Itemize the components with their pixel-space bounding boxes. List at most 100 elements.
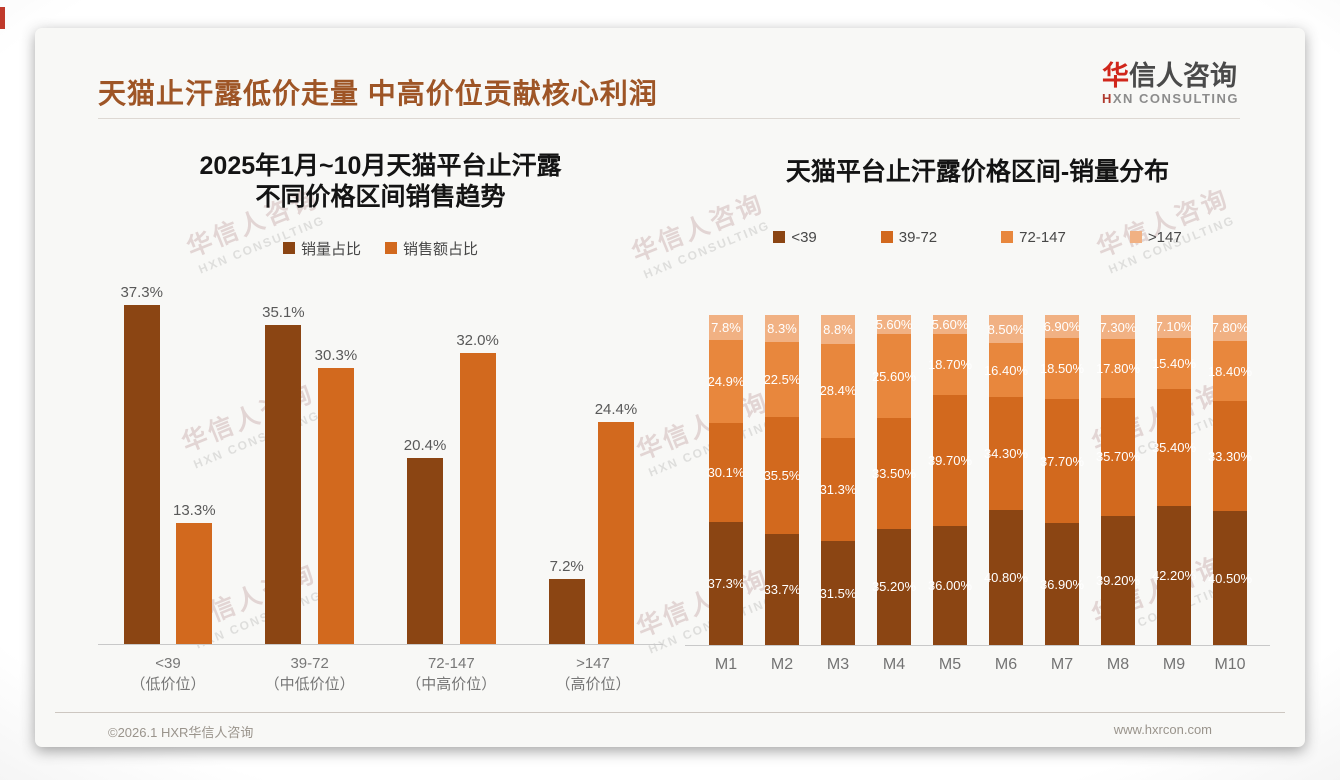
chart-right-title: 天猫平台止汗露价格区间-销量分布 bbox=[785, 158, 1170, 186]
stacked-segment: 28.4% bbox=[820, 344, 856, 438]
stacked-segment-label: 35.70% bbox=[1095, 449, 1141, 465]
bar-volume: 20.4% bbox=[404, 437, 446, 644]
chart-price-band-trend: 2025年1月~10月天猫平台止汗露 不同价格区间销售趋势 销量占比 销售额占比 … bbox=[98, 145, 663, 695]
stacked-segment: 5.60% bbox=[876, 315, 912, 334]
legend-swatch bbox=[1129, 231, 1142, 243]
legend-label: <39 bbox=[791, 228, 817, 246]
chart-right-x-axis: M1 M2 M3 M4 M5 M6 M7 M8 M9 M10 bbox=[685, 656, 1270, 674]
legend-label: 72-147 bbox=[1019, 228, 1066, 246]
x-axis-label: M10 bbox=[1214, 656, 1246, 673]
stacked-segment: 25.60% bbox=[872, 333, 916, 419]
stacked-segment-label: 30.1% bbox=[707, 464, 745, 480]
stacked-segment-label: 36.00% bbox=[927, 578, 973, 594]
bar-rect bbox=[459, 352, 496, 644]
stacked-segment-label: 18.50% bbox=[1039, 360, 1085, 376]
chart-left-plot: 37.3% 13.3% 35.1% 30.3% 20.4% 32.0% 7.2% 24.4% bbox=[98, 284, 663, 645]
chart-left-title-line2: 不同价格区间销售趋势 bbox=[255, 183, 506, 211]
chart-left-x-axis: <39 （低价位） 39-72 （中低价位） 72-147 （中高价位） >147 （高价位） bbox=[98, 653, 663, 695]
x-axis-label: M3 bbox=[826, 656, 850, 673]
bar-volume: 35.1% bbox=[262, 304, 305, 644]
bar-value-label: 30.3% bbox=[314, 347, 358, 365]
footer-website: www.hxrcon.com bbox=[1113, 722, 1212, 737]
x-axis-label-note: （中低价位） bbox=[264, 676, 355, 693]
x-axis-label: M4 bbox=[882, 656, 906, 673]
stacked-segment-label: 8.50% bbox=[987, 321, 1025, 337]
bar-rect bbox=[123, 304, 160, 644]
legend-swatch bbox=[1001, 231, 1014, 243]
bar-group: 35.1% 30.3% bbox=[250, 304, 370, 644]
stacked-segment: 18.40% bbox=[1208, 340, 1252, 402]
brand-logo-cn-rest: 信人咨询 bbox=[1128, 61, 1237, 91]
stacked-segment: 35.70% bbox=[1096, 397, 1140, 516]
legend-swatch bbox=[773, 231, 786, 243]
stacked-segment: 17.80% bbox=[1096, 339, 1140, 398]
stacked-segment-label: 5.60% bbox=[931, 316, 969, 332]
legend-label: >147 bbox=[1147, 228, 1182, 246]
x-axis-label: >147 （高价位） bbox=[533, 653, 653, 695]
bar-rect bbox=[407, 458, 444, 644]
stacked-segment-label: 8.8% bbox=[823, 322, 853, 338]
page-title: 天猫止汗露低价走量 中高价位贡献核心利润 bbox=[98, 78, 658, 109]
legend-item: <39 bbox=[773, 228, 817, 246]
stacked-segment: 33.50% bbox=[872, 418, 916, 529]
stacked-bar: 35.20% 33.50% 25.60% 5.60% bbox=[872, 315, 916, 645]
stacked-segment-label: 31.3% bbox=[819, 481, 857, 497]
x-axis-label: M5 bbox=[938, 656, 962, 673]
stacked-segment-label: 8.3% bbox=[767, 321, 797, 337]
stacked-segment: 36.00% bbox=[928, 526, 972, 645]
stacked-segment-label: 36.90% bbox=[1039, 576, 1085, 592]
bar-value-label: 24.4% bbox=[594, 401, 638, 418]
x-axis-label: M6 bbox=[994, 656, 1018, 673]
x-axis-label-range: >147 bbox=[576, 655, 610, 672]
stacked-segment: 18.70% bbox=[928, 333, 972, 396]
bar-volume: 37.3% bbox=[120, 284, 163, 644]
stacked-segment-label: 31.5% bbox=[819, 585, 857, 601]
stacked-segment-label: 33.30% bbox=[1207, 448, 1253, 464]
x-axis-label: M1 bbox=[714, 656, 738, 673]
stacked-segment: 37.3% bbox=[708, 521, 744, 645]
stacked-bar: 33.7% 35.5% 22.5% 8.3% bbox=[763, 315, 801, 645]
brand-logo-en-accent: H bbox=[1101, 91, 1113, 106]
corner-accent-mark bbox=[0, 7, 5, 29]
footer-divider bbox=[55, 712, 1285, 713]
x-axis-label: M8 bbox=[1106, 656, 1130, 673]
stacked-segment: 31.3% bbox=[819, 437, 857, 542]
stacked-segment-label: 18.70% bbox=[927, 356, 973, 372]
bar-value-label: 13.3% bbox=[173, 502, 216, 519]
stacked-segment: 30.1% bbox=[707, 422, 745, 522]
stacked-segment: 39.70% bbox=[928, 395, 972, 527]
stacked-bar: 40.50% 33.30% 18.40% 7.80% bbox=[1208, 315, 1252, 645]
x-axis-label-range: <39 bbox=[155, 655, 181, 672]
stacked-segment: 35.5% bbox=[764, 416, 800, 534]
legend-label: 销量占比 bbox=[300, 240, 361, 258]
brand-logo-en-rest: XN CONSULTING bbox=[1112, 91, 1239, 106]
stacked-segment-label: 33.7% bbox=[763, 581, 801, 597]
legend-label: 销售额占比 bbox=[403, 240, 479, 258]
footer-copyright: ©2026.1 HXR华信人咨询 bbox=[108, 725, 254, 740]
x-axis-label: 72-147 （中高价位） bbox=[391, 653, 511, 695]
bar-revenue: 24.4% bbox=[594, 401, 638, 644]
stacked-segment: 22.5% bbox=[764, 342, 800, 417]
stacked-segment-label: 40.80% bbox=[983, 570, 1029, 586]
stacked-segment: 37.70% bbox=[1040, 398, 1084, 524]
stacked-segment: 7.80% bbox=[1211, 315, 1249, 341]
brand-logo: 华信人咨询 HXN CONSULTING bbox=[1102, 61, 1239, 107]
x-axis-label: <39 （低价位） bbox=[108, 653, 228, 695]
legend-item: 39-72 bbox=[880, 229, 937, 246]
x-axis-label: M7 bbox=[1050, 656, 1074, 673]
bar-value-label: 37.3% bbox=[120, 283, 163, 301]
stacked-segment: 33.30% bbox=[1208, 401, 1252, 512]
title-divider bbox=[98, 118, 1240, 119]
bar-group: 37.3% 13.3% bbox=[108, 284, 228, 644]
legend-item: >147 bbox=[1129, 228, 1182, 246]
stacked-bar: 39.20% 35.70% 17.80% 7.30% bbox=[1096, 315, 1140, 645]
chart-left-legend: 销量占比 销售额占比 bbox=[98, 238, 663, 259]
stacked-segment-label: 15.40% bbox=[1151, 356, 1197, 371]
bar-rect bbox=[548, 578, 585, 644]
stacked-segment: 15.40% bbox=[1152, 338, 1196, 389]
stacked-segment: 34.30% bbox=[984, 397, 1028, 511]
stacked-segment: 5.60% bbox=[931, 315, 969, 334]
legend-item: 销售额占比 bbox=[385, 238, 478, 259]
stacked-segment-label: 7.80% bbox=[1211, 320, 1249, 336]
legend-swatch bbox=[282, 242, 295, 254]
